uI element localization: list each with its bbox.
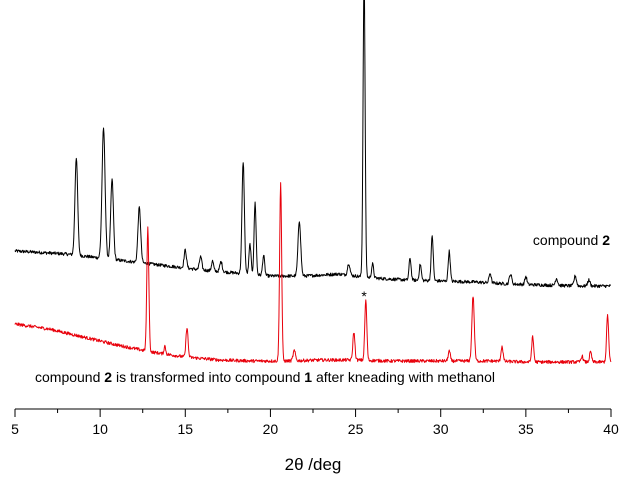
x-tick-label: 5 bbox=[11, 421, 19, 437]
x-tick-label: 40 bbox=[603, 421, 619, 437]
x-tick-label: 35 bbox=[518, 421, 534, 437]
x-tick-label: 20 bbox=[263, 421, 279, 437]
bottom-series-label-text: compound 2 is transformed into compound … bbox=[35, 369, 495, 385]
x-tick-label: 10 bbox=[92, 421, 108, 437]
top-series-label: compound 2 bbox=[533, 232, 610, 248]
x-tick-label: 15 bbox=[177, 421, 193, 437]
asterisk-marker: * bbox=[361, 288, 367, 304]
series-line-upper bbox=[14, 0, 612, 289]
series-line-lower bbox=[14, 182, 612, 365]
top-series-label-text: compound 2 bbox=[533, 232, 610, 248]
x-tick-label: 30 bbox=[433, 421, 449, 437]
x-tick-label: 25 bbox=[348, 421, 364, 437]
pattern-traces bbox=[14, 0, 612, 365]
x-axis: 5 10 15 20 25 30 35 40 bbox=[11, 408, 619, 437]
x-axis-title: 2θ /deg bbox=[285, 455, 342, 474]
bottom-series-label: compound 2 is transformed into compound … bbox=[35, 369, 495, 385]
